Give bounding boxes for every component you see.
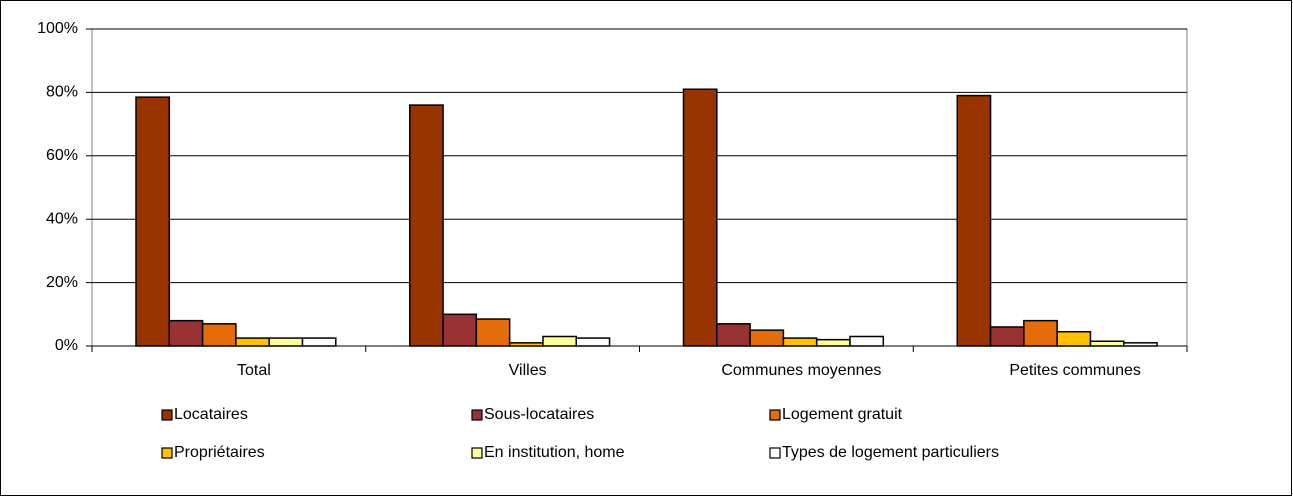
bar — [1089, 340, 1125, 347]
legend-swatch — [769, 447, 781, 459]
bar — [782, 337, 818, 347]
x-tick-label: Villes — [509, 362, 547, 379]
legend-label: En institution, home — [484, 444, 625, 461]
x-tick-label: Total — [237, 362, 271, 379]
bar — [956, 94, 992, 347]
bar — [409, 104, 444, 347]
bar — [749, 329, 785, 347]
bar — [815, 338, 851, 347]
bar — [268, 337, 304, 347]
y-tick-label: 20% — [46, 274, 78, 291]
bar — [301, 337, 337, 347]
bar — [135, 96, 171, 347]
legend-swatch — [471, 447, 483, 459]
x-tick-label: Petites communes — [1009, 362, 1141, 379]
legend-label: Types de logement particuliers — [782, 444, 999, 461]
legend-swatch — [161, 409, 173, 421]
bar — [235, 337, 270, 347]
y-tick-label: 100% — [37, 20, 78, 37]
y-tick-label: 0% — [55, 337, 78, 354]
legend-label: Propriétaires — [174, 444, 265, 461]
bar — [1023, 319, 1058, 347]
legend-swatch — [471, 409, 483, 421]
bar — [575, 337, 611, 347]
bar — [475, 318, 511, 347]
legend-label: Sous-locataires — [484, 406, 594, 423]
legend-swatch — [769, 409, 781, 421]
legend-label: Locataires — [174, 406, 248, 423]
bar — [682, 88, 718, 347]
bar — [168, 319, 204, 347]
plot-area — [91, 28, 1188, 347]
x-tick-label: Communes moyennes — [721, 362, 881, 379]
bar — [1056, 330, 1092, 347]
bar — [201, 323, 237, 347]
bar — [542, 335, 578, 347]
y-tick-label: 80% — [46, 84, 78, 101]
legend-label: Logement gratuit — [782, 406, 903, 423]
legend-swatch — [161, 447, 173, 459]
bar — [716, 323, 751, 347]
bar — [989, 326, 1025, 347]
bar — [849, 335, 885, 347]
y-tick-label: 40% — [46, 210, 78, 227]
y-tick-label: 60% — [46, 147, 78, 164]
bar — [442, 313, 478, 347]
